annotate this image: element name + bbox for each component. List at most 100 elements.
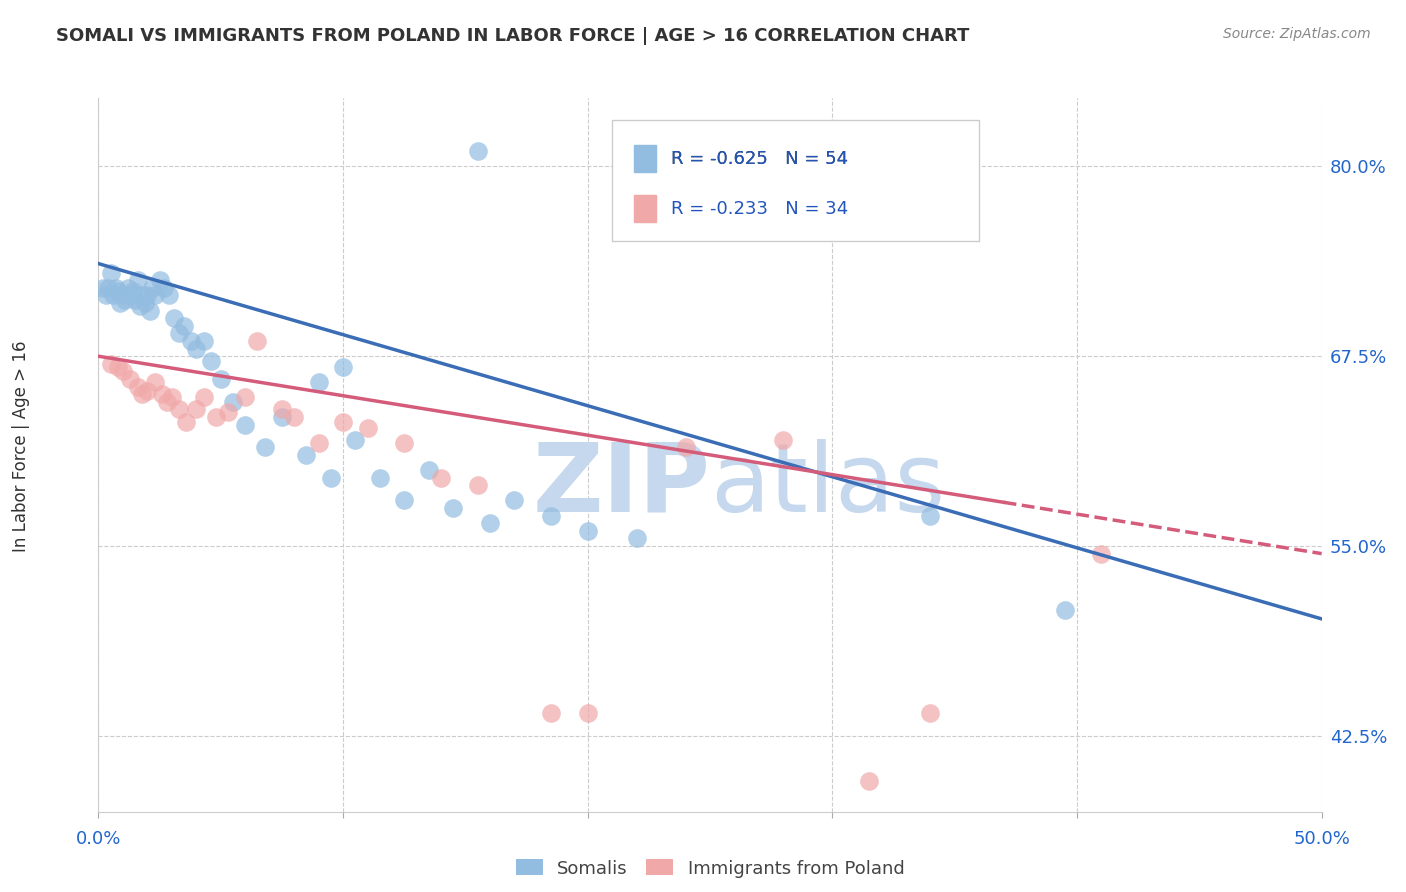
Point: [920, 706, 942, 720]
Point: [503, 493, 526, 508]
Point: [136, 288, 159, 302]
Bar: [634, 195, 657, 222]
Text: SOMALI VS IMMIGRANTS FROM POLAND IN LABOR FORCE | AGE > 16 CORRELATION CHART: SOMALI VS IMMIGRANTS FROM POLAND IN LABO…: [56, 27, 970, 45]
Point: [141, 281, 163, 295]
Text: atlas: atlas: [710, 439, 945, 532]
Legend: Somalis, Immigrants from Poland: Somalis, Immigrants from Poland: [509, 852, 911, 885]
Point: [418, 463, 440, 477]
Point: [180, 334, 202, 348]
Point: [1090, 547, 1112, 561]
Point: [356, 420, 378, 434]
Point: [101, 288, 124, 302]
Point: [233, 417, 256, 432]
Point: [368, 471, 391, 485]
Point: [134, 296, 156, 310]
Point: [270, 409, 294, 424]
Point: [153, 281, 176, 295]
Point: [920, 508, 942, 523]
Point: [131, 387, 153, 401]
Point: [124, 293, 146, 307]
Point: [246, 334, 269, 348]
Point: [344, 433, 367, 447]
Point: [217, 405, 239, 419]
Point: [222, 394, 245, 409]
Point: [110, 296, 132, 310]
Point: [117, 281, 139, 295]
Point: [308, 435, 330, 450]
Point: [100, 357, 122, 371]
Point: [209, 372, 232, 386]
Point: [392, 493, 416, 508]
Point: [139, 303, 162, 318]
Point: [576, 706, 599, 720]
Point: [156, 394, 179, 409]
Point: [200, 353, 222, 368]
Point: [576, 524, 599, 538]
Point: [149, 273, 172, 287]
Point: [308, 375, 330, 389]
Text: R = -0.625   N = 54: R = -0.625 N = 54: [671, 150, 848, 168]
Point: [858, 774, 880, 789]
Point: [283, 409, 305, 424]
Point: [270, 402, 294, 417]
Point: [675, 440, 697, 454]
Point: [107, 284, 129, 298]
Point: [127, 379, 149, 393]
Text: In Labor Force | Age > 16: In Labor Force | Age > 16: [13, 340, 30, 552]
Point: [467, 145, 489, 159]
Point: [163, 311, 186, 326]
Point: [136, 384, 159, 399]
Point: [332, 415, 354, 429]
Point: [1053, 603, 1076, 617]
Point: [430, 471, 453, 485]
Point: [111, 364, 134, 378]
Bar: [612, 120, 979, 241]
Point: [253, 440, 276, 454]
Point: [193, 334, 215, 348]
Point: [107, 359, 129, 374]
Point: [772, 433, 794, 447]
Point: [540, 706, 562, 720]
Point: [193, 390, 215, 404]
Point: [392, 435, 416, 450]
Point: [186, 402, 208, 417]
Point: [233, 390, 256, 404]
Point: [186, 342, 208, 356]
Point: [131, 288, 153, 302]
Text: ZIP: ZIP: [531, 439, 710, 532]
Bar: [634, 145, 657, 172]
Point: [111, 288, 134, 302]
Point: [319, 471, 342, 485]
Point: [91, 281, 114, 295]
Point: [332, 359, 354, 374]
Text: R = -0.625   N = 54: R = -0.625 N = 54: [671, 150, 848, 168]
Point: [157, 288, 180, 302]
Point: [127, 273, 149, 287]
Point: [97, 281, 120, 295]
Text: R = -0.233   N = 34: R = -0.233 N = 34: [671, 200, 848, 218]
Point: [120, 288, 142, 302]
Text: Source: ZipAtlas.com: Source: ZipAtlas.com: [1223, 27, 1371, 41]
Point: [626, 532, 648, 546]
Point: [467, 478, 489, 492]
Point: [114, 293, 136, 307]
Point: [129, 299, 152, 313]
Point: [205, 409, 228, 424]
Point: [176, 415, 198, 429]
Point: [295, 448, 318, 462]
Text: 50.0%: 50.0%: [1294, 830, 1350, 848]
Point: [167, 326, 190, 341]
Point: [173, 318, 195, 333]
Point: [121, 284, 143, 298]
Point: [143, 375, 166, 389]
Point: [150, 387, 173, 401]
Text: 0.0%: 0.0%: [76, 830, 121, 848]
Point: [441, 501, 464, 516]
Point: [143, 288, 166, 302]
Point: [478, 516, 501, 531]
Point: [100, 266, 122, 280]
Point: [160, 390, 183, 404]
Point: [540, 508, 562, 523]
Point: [120, 372, 142, 386]
Point: [94, 288, 117, 302]
